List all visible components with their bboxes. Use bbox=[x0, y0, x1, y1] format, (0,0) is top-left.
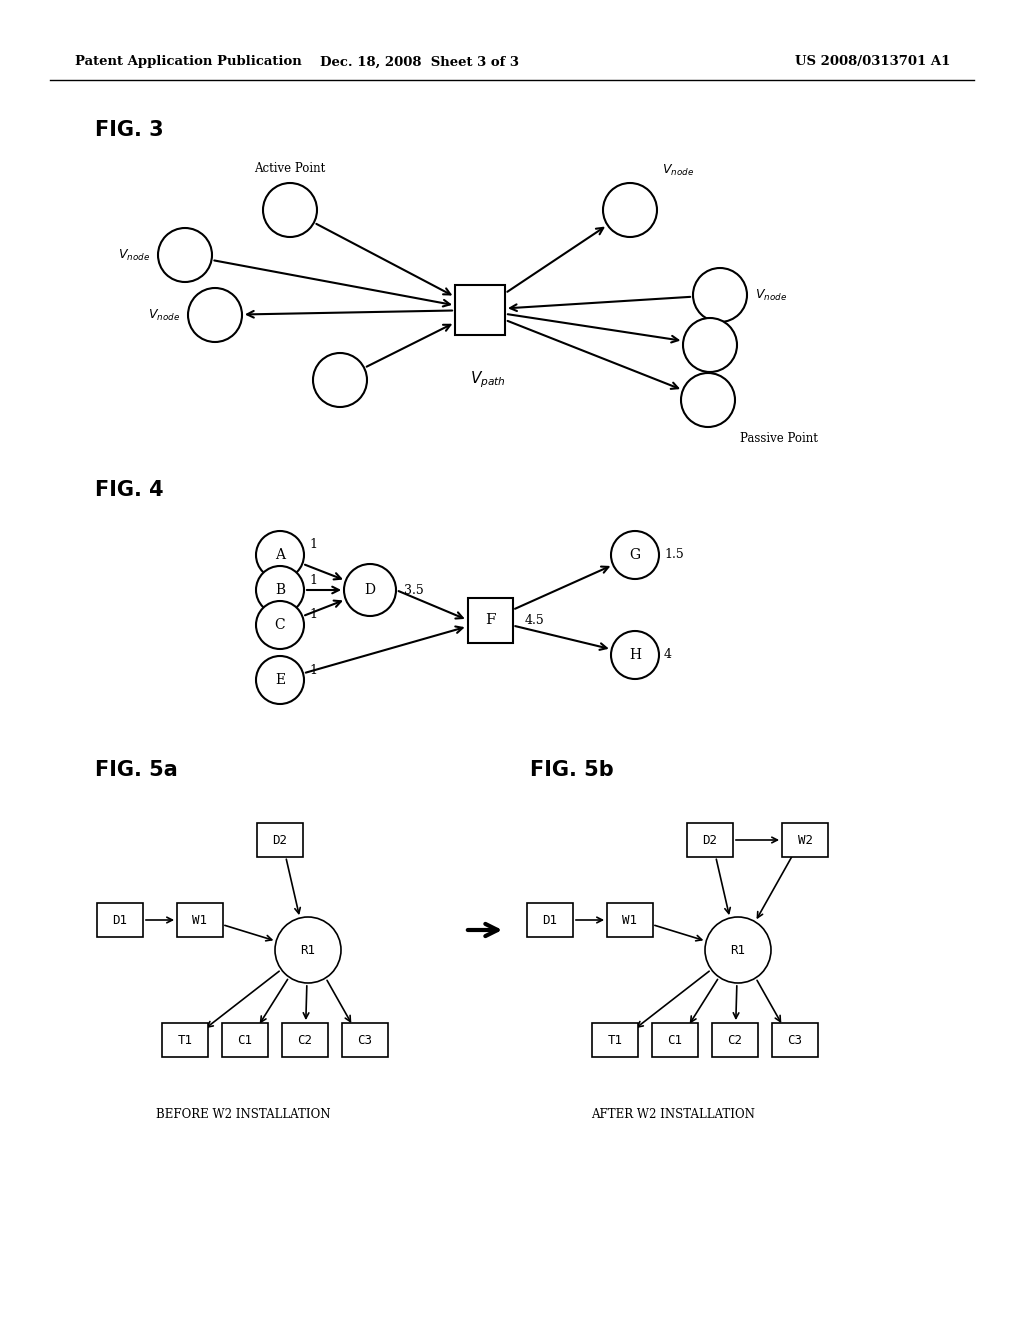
Text: A: A bbox=[275, 548, 285, 562]
Text: C2: C2 bbox=[298, 1034, 312, 1047]
Text: Dec. 18, 2008  Sheet 3 of 3: Dec. 18, 2008 Sheet 3 of 3 bbox=[321, 55, 519, 69]
Circle shape bbox=[158, 228, 212, 282]
Text: $V_{path}$: $V_{path}$ bbox=[470, 370, 506, 391]
Text: E: E bbox=[274, 673, 285, 686]
Circle shape bbox=[256, 531, 304, 579]
Bar bbox=[592, 1023, 638, 1057]
Bar bbox=[607, 903, 653, 937]
Text: B: B bbox=[274, 583, 285, 597]
Text: T1: T1 bbox=[607, 1034, 623, 1047]
Text: 3.5: 3.5 bbox=[404, 583, 424, 597]
Text: $V_{node}$: $V_{node}$ bbox=[118, 247, 150, 263]
Circle shape bbox=[344, 564, 396, 616]
Text: 1: 1 bbox=[309, 573, 317, 586]
Text: $V_{node}$: $V_{node}$ bbox=[148, 308, 180, 322]
Circle shape bbox=[263, 183, 317, 238]
Bar bbox=[652, 1023, 698, 1057]
Text: R1: R1 bbox=[730, 944, 745, 957]
Circle shape bbox=[693, 268, 746, 322]
Bar bbox=[772, 1023, 818, 1057]
Circle shape bbox=[256, 601, 304, 649]
Text: R1: R1 bbox=[300, 944, 315, 957]
Text: $V_{node}$: $V_{node}$ bbox=[755, 288, 787, 302]
Text: FIG. 4: FIG. 4 bbox=[95, 480, 164, 500]
Bar bbox=[97, 903, 143, 937]
Text: C1: C1 bbox=[668, 1034, 683, 1047]
Bar bbox=[455, 285, 505, 335]
Text: D1: D1 bbox=[543, 913, 557, 927]
Bar bbox=[782, 822, 828, 857]
Text: BEFORE W2 INSTALLATION: BEFORE W2 INSTALLATION bbox=[156, 1109, 331, 1122]
Text: Patent Application Publication: Patent Application Publication bbox=[75, 55, 302, 69]
Bar bbox=[712, 1023, 758, 1057]
Text: D2: D2 bbox=[702, 833, 718, 846]
Text: H: H bbox=[629, 648, 641, 663]
Circle shape bbox=[256, 656, 304, 704]
Circle shape bbox=[188, 288, 242, 342]
Bar bbox=[342, 1023, 388, 1057]
Text: G: G bbox=[630, 548, 641, 562]
Text: W2: W2 bbox=[798, 833, 812, 846]
Circle shape bbox=[611, 531, 659, 579]
Text: 1: 1 bbox=[309, 609, 317, 622]
Circle shape bbox=[683, 318, 737, 372]
Text: C: C bbox=[274, 618, 286, 632]
Circle shape bbox=[611, 631, 659, 678]
Circle shape bbox=[313, 352, 367, 407]
Bar bbox=[177, 903, 223, 937]
Circle shape bbox=[603, 183, 657, 238]
Text: C3: C3 bbox=[357, 1034, 373, 1047]
Text: F: F bbox=[484, 612, 496, 627]
Text: C2: C2 bbox=[727, 1034, 742, 1047]
Text: W1: W1 bbox=[623, 913, 638, 927]
Text: D2: D2 bbox=[272, 833, 288, 846]
Text: D1: D1 bbox=[113, 913, 128, 927]
Text: Passive Point: Passive Point bbox=[740, 432, 818, 445]
Circle shape bbox=[275, 917, 341, 983]
Circle shape bbox=[705, 917, 771, 983]
Text: FIG. 5a: FIG. 5a bbox=[95, 760, 178, 780]
Text: C1: C1 bbox=[238, 1034, 253, 1047]
Text: $V_{node}$: $V_{node}$ bbox=[662, 162, 694, 178]
Bar bbox=[527, 903, 573, 937]
Text: AFTER W2 INSTALLATION: AFTER W2 INSTALLATION bbox=[591, 1109, 755, 1122]
Circle shape bbox=[681, 374, 735, 426]
Bar bbox=[468, 598, 512, 643]
Bar bbox=[687, 822, 733, 857]
Text: 1.5: 1.5 bbox=[664, 549, 684, 561]
Text: 1: 1 bbox=[309, 664, 317, 676]
Bar bbox=[257, 822, 303, 857]
Text: US 2008/0313701 A1: US 2008/0313701 A1 bbox=[795, 55, 950, 69]
Text: D: D bbox=[365, 583, 376, 597]
Text: W1: W1 bbox=[193, 913, 208, 927]
Text: FIG. 5b: FIG. 5b bbox=[530, 760, 613, 780]
Bar bbox=[222, 1023, 268, 1057]
Circle shape bbox=[256, 566, 304, 614]
Bar bbox=[282, 1023, 328, 1057]
Text: 4: 4 bbox=[664, 648, 672, 661]
Text: Active Point: Active Point bbox=[254, 162, 326, 176]
Text: FIG. 3: FIG. 3 bbox=[95, 120, 164, 140]
Text: 1: 1 bbox=[309, 539, 317, 552]
Text: T1: T1 bbox=[177, 1034, 193, 1047]
Text: C3: C3 bbox=[787, 1034, 803, 1047]
Text: 4.5: 4.5 bbox=[524, 614, 544, 627]
Bar bbox=[162, 1023, 208, 1057]
